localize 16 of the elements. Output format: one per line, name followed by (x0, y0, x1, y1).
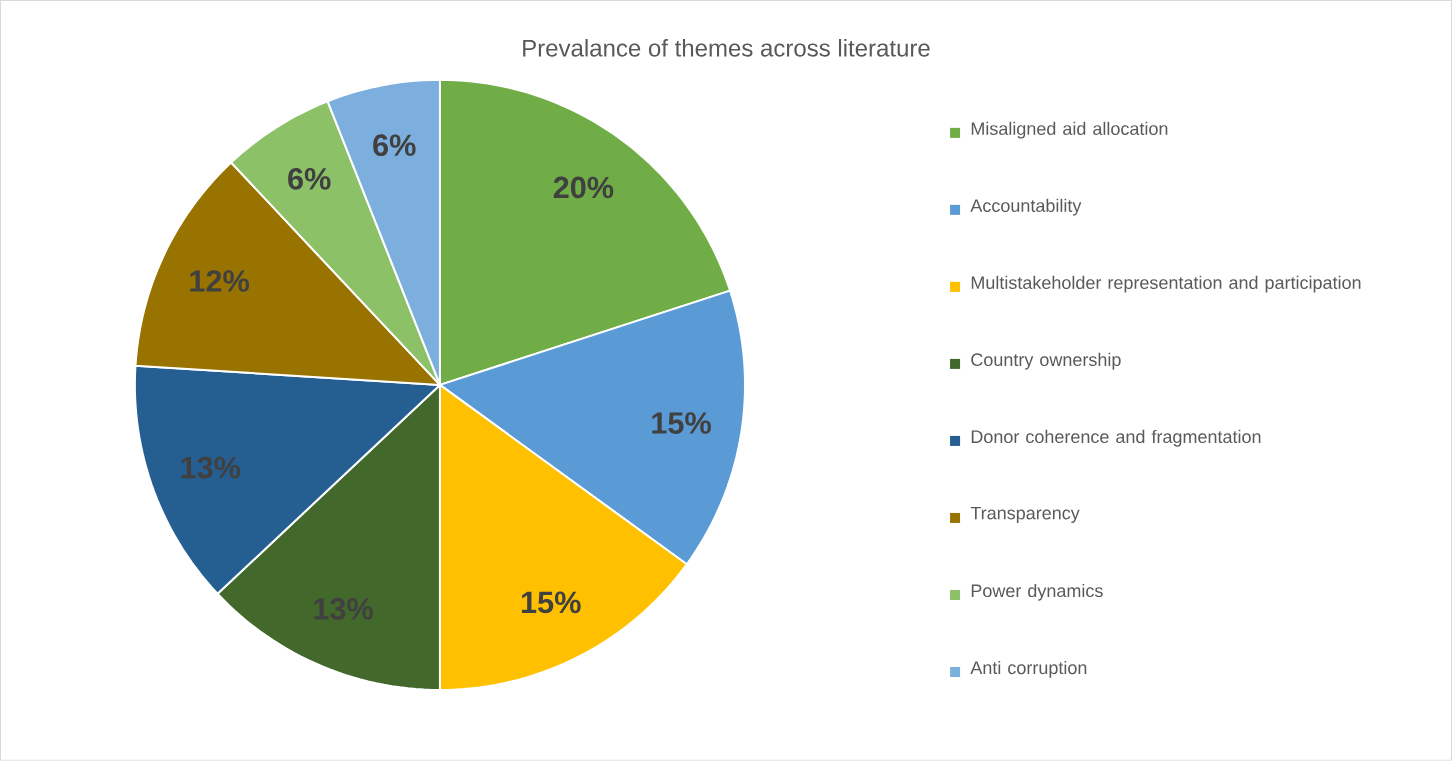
legend-label: Transparency (970, 506, 1080, 524)
legend-label: Multistakeholder representation and participation (971, 275, 1361, 293)
data-label: 15% (652, 412, 711, 434)
data-label: 13% (181, 456, 241, 479)
legend-label: Country ownership (971, 352, 1121, 370)
legend-label: Donor coherence and fragmentation (971, 429, 1261, 447)
data-label: 12% (190, 270, 249, 292)
legend-label: Accountability (970, 198, 1082, 216)
legend-label: Misaligned aid allocation (971, 121, 1168, 139)
data-label: 6% (373, 134, 416, 157)
data-label: 20% (553, 176, 614, 199)
chart-title: Prevalance of themes across literature (523, 39, 930, 57)
data-label: 15% (521, 591, 581, 614)
legend-label: Anti corruption (970, 660, 1087, 678)
legend-label: Power dynamics (971, 583, 1103, 601)
data-label: 6% (288, 168, 331, 190)
